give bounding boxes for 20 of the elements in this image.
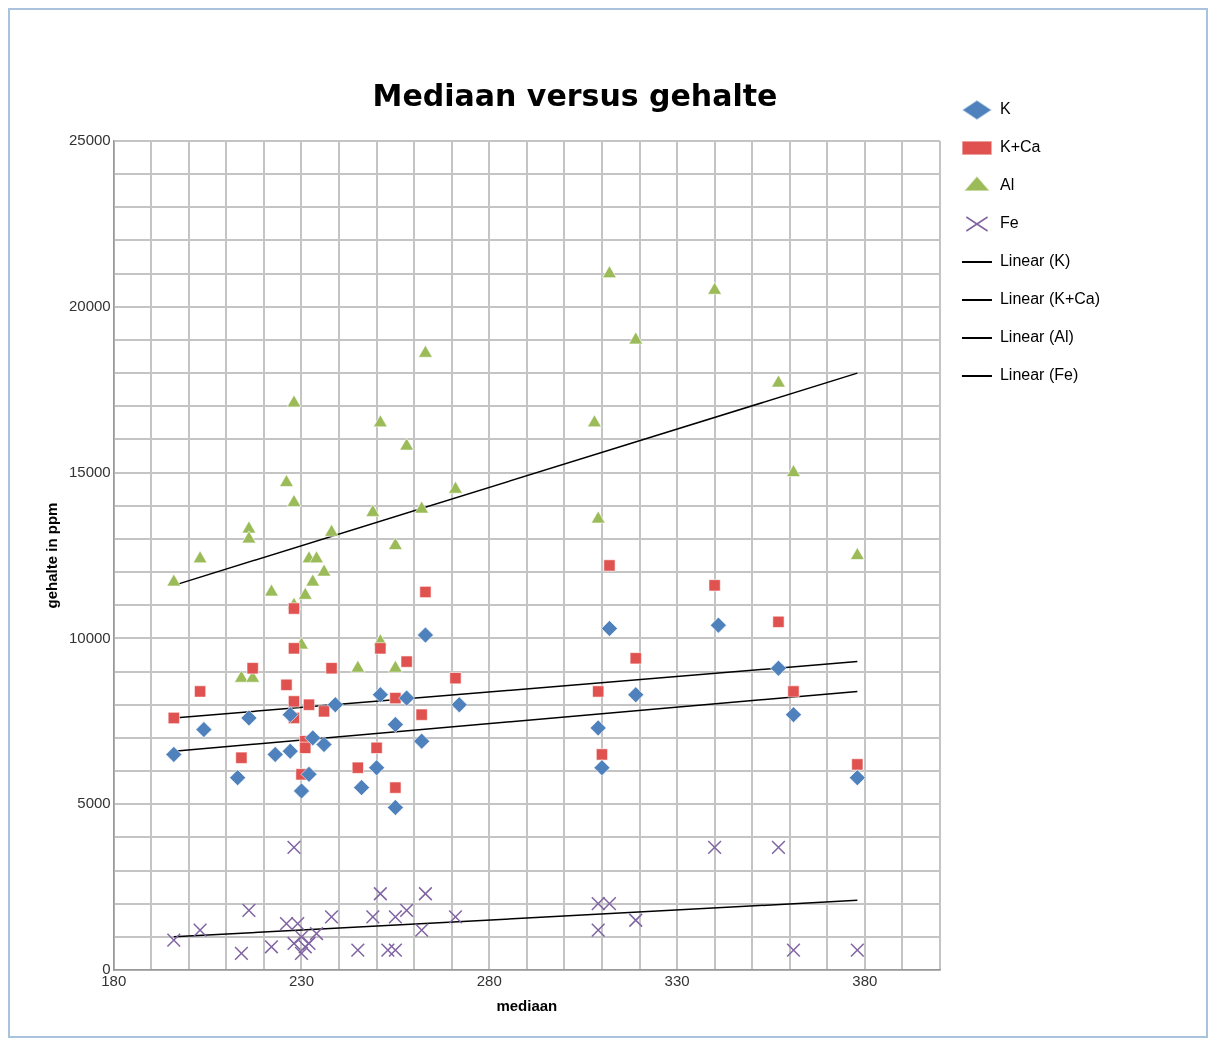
x-tick-label: 380 (852, 972, 878, 990)
y-tick-label: 20000 (68, 296, 111, 314)
legend-label: K+Ca (999, 138, 1041, 156)
legend-label: K (999, 100, 1011, 118)
y-axis-title: gehalte in ppm (43, 502, 61, 609)
legend-label: Linear (K) (999, 252, 1071, 270)
chart-title: Mediaan versus gehalte (372, 77, 778, 113)
legend-label: Fe (999, 214, 1019, 232)
legend-label: Linear (Fe) (999, 366, 1079, 384)
legend-label: Al (999, 176, 1015, 194)
x-tick-label: 280 (476, 972, 502, 990)
legend-label: Linear (Al) (999, 328, 1074, 346)
x-tick-label: 330 (664, 972, 690, 990)
y-tick-label: 10000 (68, 628, 111, 646)
x-axis-title: mediaan (496, 997, 558, 1015)
x-tick-label: 230 (288, 972, 315, 990)
legend-label: Linear (K+Ca) (999, 290, 1100, 308)
y-tick-label: 25000 (68, 131, 111, 149)
y-tick-label: 15000 (68, 462, 111, 480)
y-tick-label: 5000 (77, 794, 111, 812)
